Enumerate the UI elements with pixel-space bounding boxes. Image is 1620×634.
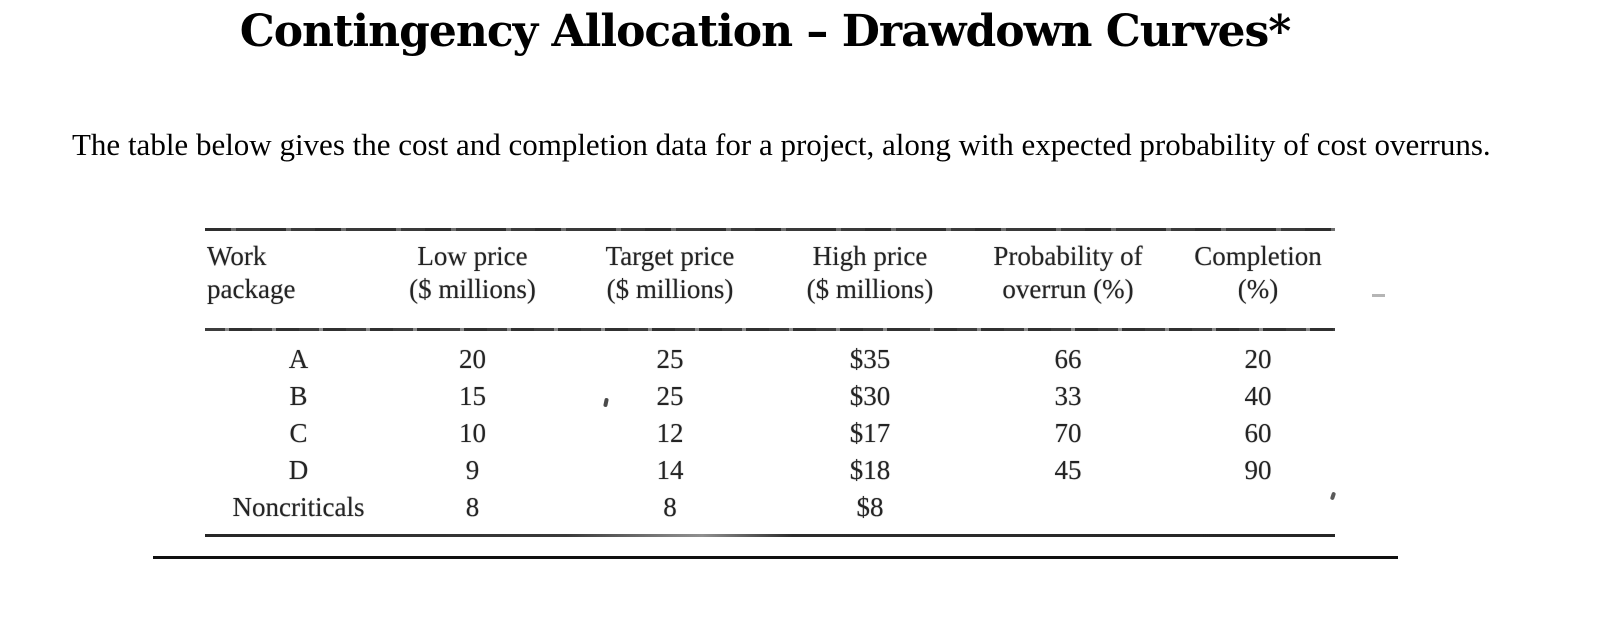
cell-package: C [289, 418, 308, 448]
cell-low-price: 15 [459, 381, 486, 411]
cell-completion [1181, 489, 1335, 526]
scan-artifact-dash [1372, 294, 1385, 297]
cell-completion: 90 [1244, 455, 1272, 485]
header-line: ($ millions) [806, 274, 934, 304]
section-underline [153, 556, 1398, 559]
page-title: Contingency Allocation – Drawdown Curves… [239, 6, 1292, 57]
cell-overrun [955, 489, 1181, 526]
cell-overrun: 33 [1054, 381, 1082, 411]
table-header-row: Work package Low price ($ millions) Targ… [205, 240, 1335, 306]
intro-paragraph: The table below gives the cost and compl… [72, 127, 1491, 162]
header-line: ($ millions) [409, 274, 536, 304]
cell-overrun: 45 [1054, 455, 1082, 485]
table-row-noncriticals: Noncriticals 8 8 $8 [205, 489, 1335, 526]
table-row-d: D 9 14 $18 45 90 [205, 452, 1335, 489]
header-line: Work [207, 241, 267, 271]
cell-package: D [288, 455, 309, 485]
header-target-price: Target price ($ millions) [555, 240, 785, 306]
table-body: A 20 25 $35 66 20 B 15 25 $30 33 40 C 10… [205, 341, 1335, 526]
cell-high-price: $18 [849, 455, 891, 485]
table-top-rule [205, 228, 1335, 231]
cell-low-price: 9 [465, 455, 480, 485]
header-line: (%) [1237, 274, 1279, 304]
cell-low-price: 8 [465, 492, 480, 522]
cell-completion: 40 [1244, 381, 1272, 411]
header-high-price: High price ($ millions) [785, 240, 955, 306]
table-row-a: A 20 25 $35 66 20 [205, 341, 1335, 378]
cell-overrun: 70 [1054, 418, 1082, 448]
table-row-c: C 10 12 $17 70 60 [205, 415, 1335, 452]
table-header-separator [205, 328, 1335, 331]
header-line: Completion [1194, 241, 1322, 271]
scan-artifact-tick [1329, 491, 1337, 501]
cell-low-price: 10 [459, 418, 486, 448]
cell-high-price: $35 [849, 344, 891, 374]
header-line: package [207, 274, 296, 304]
cell-package: Noncriticals [232, 492, 365, 522]
cell-high-price: $17 [849, 418, 891, 448]
header-work-package: Work package [205, 240, 390, 306]
header-low-price: Low price ($ millions) [390, 240, 555, 306]
cell-target-price: 25 [656, 344, 684, 374]
cell-completion: 20 [1244, 344, 1272, 374]
header-probability-overrun: Probability of overrun (%) [955, 240, 1181, 306]
cell-target-price: 14 [656, 455, 684, 485]
cell-low-price: 20 [459, 344, 486, 374]
table-row-b: B 15 25 $30 33 40 [205, 378, 1335, 415]
header-line: Low price [417, 241, 528, 271]
cell-completion: 60 [1244, 418, 1272, 448]
cost-completion-table: Work package Low price ($ millions) Targ… [205, 228, 1335, 540]
cell-high-price: $30 [849, 381, 891, 411]
header-line: High price [812, 241, 928, 271]
header-line: Probability of [993, 241, 1143, 271]
cell-high-price: $8 [856, 492, 884, 522]
cell-package: A [288, 344, 309, 374]
header-line: ($ millions) [606, 274, 734, 304]
cell-package: B [289, 381, 308, 411]
cell-target-price: 25 [656, 381, 684, 411]
header-line: overrun (%) [1002, 274, 1134, 304]
cell-target-price: 8 [663, 492, 677, 522]
header-completion: Completion (%) [1181, 240, 1335, 306]
cell-overrun: 66 [1054, 344, 1082, 374]
cell-target-price: 12 [656, 418, 684, 448]
header-line: Target price [605, 241, 735, 271]
table-bottom-rule [205, 534, 1335, 537]
